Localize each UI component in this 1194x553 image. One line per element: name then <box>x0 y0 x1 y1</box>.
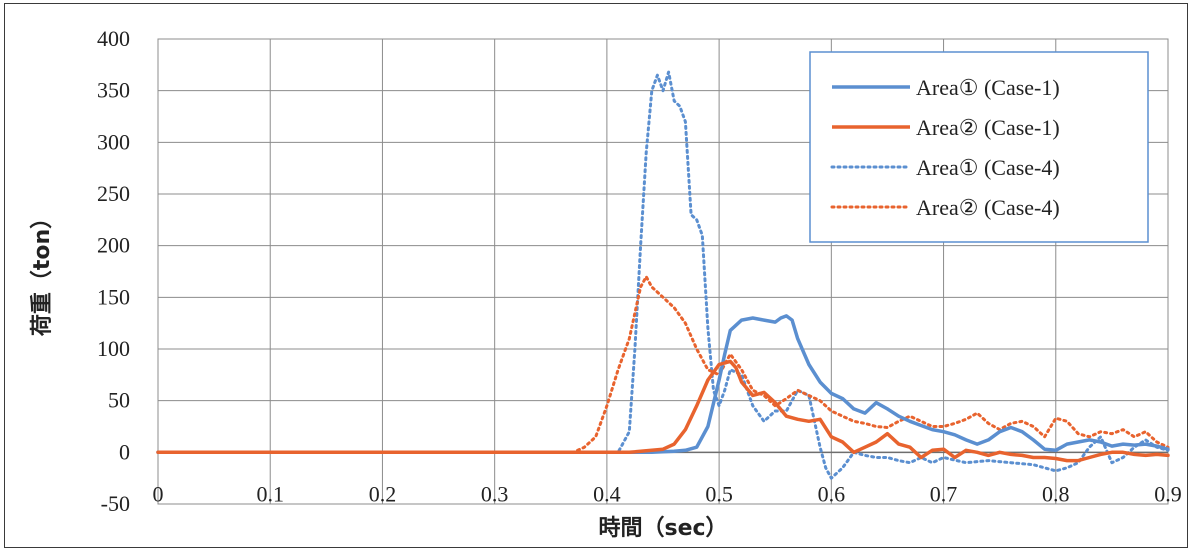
y-tick-label: 150 <box>97 284 130 309</box>
x-tick-label: 0.5 <box>705 481 733 506</box>
y-tick-label: 350 <box>97 78 130 103</box>
x-tick-label: 0.4 <box>593 481 621 506</box>
load-time-line-chart: -50 0 50 100 150 200 250 300 350 400 0 0.1 0.2 0.3 0.… <box>30 26 1182 541</box>
x-tick-label: 0.2 <box>369 481 397 506</box>
x-tick-label: 0.1 <box>256 481 284 506</box>
y-axis-title: 荷重（ton） <box>30 207 55 336</box>
x-tick-label: 0 <box>153 481 164 506</box>
series-line <box>156 275 1170 454</box>
series-line <box>156 359 1170 463</box>
legend-entry-label: Area② (Case-4) <box>916 195 1060 220</box>
x-tick-label: 0.9 <box>1154 481 1182 506</box>
x-tick-label: 0.8 <box>1042 481 1070 506</box>
y-tick-label: 0 <box>119 439 130 464</box>
y-tick-label: -50 <box>101 491 130 516</box>
legend-entry-label: Area① (Case-4) <box>916 155 1060 180</box>
chart-frame: -50 0 50 100 150 200 250 300 350 400 0 0.1 0.2 0.3 0.… <box>4 3 1188 548</box>
y-tick-label: 100 <box>97 336 130 361</box>
x-axis-title: 時間（sec） <box>598 516 727 541</box>
x-tick-labels: 0 0.1 0.2 0.3 0.4 0.5 0.6 0.7 0.8 0.9 <box>153 481 1182 506</box>
x-tick-label: 0.6 <box>818 481 846 506</box>
y-tick-label: 50 <box>108 388 130 413</box>
y-tick-label: 400 <box>97 26 130 51</box>
y-tick-label: 300 <box>97 129 130 154</box>
y-tick-labels: -50 0 50 100 150 200 250 300 350 400 <box>97 26 130 516</box>
series-line <box>156 314 1170 455</box>
legend-box <box>809 51 1149 243</box>
x-tick-label: 0.7 <box>930 481 958 506</box>
y-tick-label: 250 <box>97 181 130 206</box>
legend: Area① (Case-1) Area② (Case-1) Area① (Case-… <box>809 51 1149 243</box>
series-lines <box>156 70 1170 480</box>
y-tick-label: 200 <box>97 233 130 258</box>
legend-entry-label: Area② (Case-1) <box>916 115 1060 140</box>
x-tick-label: 0.3 <box>481 481 509 506</box>
legend-entry-label: Area① (Case-1) <box>916 75 1060 100</box>
